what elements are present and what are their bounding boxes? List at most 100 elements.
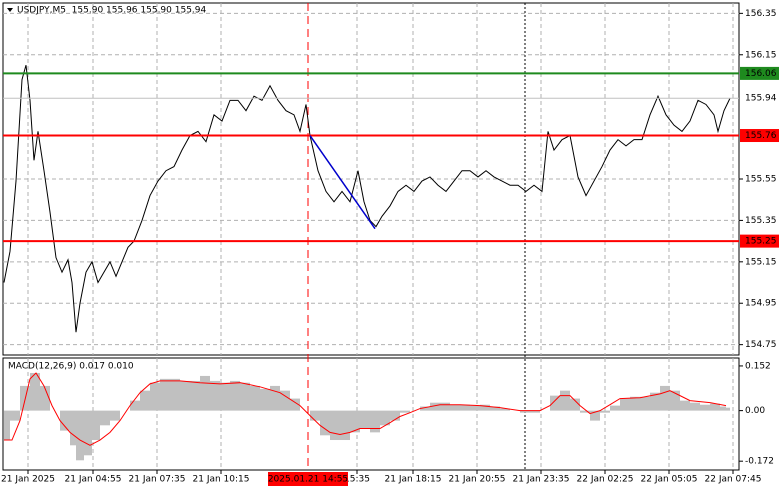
histogram-bar: [570, 398, 580, 411]
histogram-bar: [610, 405, 620, 411]
histogram-bar: [40, 385, 50, 411]
x-tick-label: 21 Jan 10:15: [193, 475, 250, 485]
y-tick-label: 155.35: [745, 216, 777, 226]
histogram-bar: [700, 404, 710, 411]
level-label-box: [740, 234, 779, 248]
panel-frame: [2, 357, 740, 471]
histogram-bar: [180, 380, 190, 411]
x-tick-label: 15:35: [344, 475, 370, 485]
histogram-bar: [640, 396, 650, 411]
histogram-bar: [330, 410, 340, 441]
histogram-bar: [170, 378, 180, 411]
histogram-bar: [310, 410, 320, 421]
macd-title: MACD(12,26,9) 0.017 0.010: [8, 362, 134, 372]
histogram-bar: [140, 390, 150, 411]
histogram-bar: [670, 390, 680, 411]
series-line: [3, 64, 731, 333]
histogram-bar: [290, 398, 300, 411]
histogram-bar: [220, 382, 230, 411]
histogram-bar: [200, 375, 210, 411]
histogram-bar: [680, 400, 690, 411]
histogram-bar: [92, 410, 100, 441]
histogram-bar: [720, 406, 726, 411]
histogram-bar: [420, 406, 430, 411]
y-tick-label: 155.55: [745, 175, 777, 185]
histogram-bar: [30, 372, 40, 411]
histogram-bar: [70, 410, 76, 446]
histogram-bar: [240, 382, 250, 411]
chart-title: USDJPY,M5 155.90 155.96 155.90 155.94: [17, 6, 207, 16]
x-tick-label: 22 Jan 05:05: [641, 475, 698, 485]
histogram-bar: [320, 410, 330, 436]
histogram-bar: [250, 385, 260, 411]
level-label-box: [740, 129, 779, 143]
crosshair-label-box: [268, 472, 348, 486]
histogram-bar: [10, 410, 20, 421]
y-tick-label: 155.15: [745, 257, 777, 267]
histogram-bar: [190, 380, 200, 411]
histogram-bar: [60, 410, 70, 431]
histogram-bar: [600, 410, 610, 413]
histogram-bar: [100, 410, 110, 426]
trend-line: [309, 135, 376, 230]
histogram-bar: [370, 410, 380, 433]
histogram-bar: [430, 402, 440, 411]
histogram-bar: [390, 410, 400, 421]
x-tick-label: 21 Jan 04:55: [65, 475, 122, 485]
histogram-bar: [650, 392, 660, 411]
level-label: 156.06: [745, 69, 777, 79]
histogram-bar: [710, 403, 720, 411]
histogram-bar: [590, 410, 600, 421]
level-label-box: [740, 91, 779, 105]
histogram-bar: [690, 402, 700, 411]
x-tick-label: 21 Jan 2025: [1, 475, 55, 485]
histogram-bar: [440, 402, 450, 411]
histogram-bar: [4, 410, 10, 441]
x-tick-label: 21 Jan 18:15: [385, 475, 442, 485]
x-tick-label: 22 Jan 02:25: [577, 475, 634, 485]
histogram-bar: [726, 407, 730, 411]
histogram-bar: [550, 395, 560, 411]
y-tick-label: -0.172: [745, 457, 774, 467]
x-tick-label: 22 Jan 07:45: [705, 475, 762, 485]
histogram-bar: [500, 408, 510, 411]
histogram-bar: [130, 400, 140, 411]
histogram-bar: [490, 406, 500, 411]
histogram-bar: [400, 410, 410, 413]
histogram-bar: [660, 385, 670, 411]
histogram-bar: [76, 410, 84, 461]
level-label-box: [740, 66, 779, 80]
histogram-bar: [150, 382, 160, 411]
y-tick-label: 0.152: [745, 361, 771, 371]
y-tick-label: 154.75: [745, 340, 777, 350]
crosshair-label: 2025.01.21 14:55: [268, 475, 348, 485]
histogram-bar: [450, 404, 460, 411]
histogram-bar: [460, 404, 470, 411]
level-label: 155.76: [745, 131, 777, 141]
histogram-bar: [530, 410, 540, 413]
histogram-bar: [350, 410, 360, 433]
histogram-bar: [480, 404, 490, 411]
histogram-bar: [110, 410, 120, 421]
histogram-bar: [260, 388, 270, 411]
y-tick-label: 154.95: [745, 299, 777, 309]
x-tick-label: 21 Jan 07:35: [129, 475, 186, 485]
histogram-bar: [580, 410, 590, 413]
y-tick-label: 156.15: [745, 50, 777, 60]
series-line: [4, 372, 727, 446]
x-tick-label: 21 Jan 20:55: [449, 475, 506, 485]
histogram-bar: [280, 390, 290, 411]
x-tick-label: 21 Jan 23:35: [513, 475, 570, 485]
menu-triangle: [7, 8, 13, 12]
histogram-bar: [620, 398, 630, 411]
level-label: 155.94: [745, 94, 777, 104]
histogram-bar: [160, 378, 170, 411]
histogram-bar: [360, 410, 370, 429]
level-label: 155.25: [745, 237, 777, 247]
histogram-bar: [560, 390, 570, 411]
histogram-bar: [630, 396, 640, 411]
histogram-bar: [270, 385, 280, 411]
histogram-bar: [230, 380, 240, 411]
histogram-bar: [210, 380, 220, 411]
